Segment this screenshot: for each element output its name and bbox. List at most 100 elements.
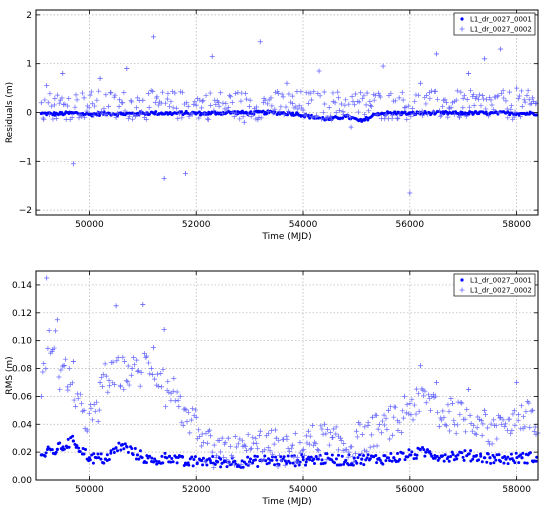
data-point (175, 397, 181, 403)
data-point (408, 113, 414, 119)
data-point (102, 461, 106, 465)
data-point (272, 106, 278, 112)
data-point (129, 99, 135, 105)
data-point (173, 105, 179, 111)
data-point (253, 435, 259, 441)
data-point (248, 114, 254, 120)
data-point (293, 464, 297, 468)
data-point (387, 456, 391, 460)
data-point (109, 111, 115, 117)
data-point (219, 435, 225, 441)
data-point (238, 462, 244, 468)
data-point (391, 404, 397, 410)
data-point (403, 104, 409, 110)
x-tick-label: 58000 (502, 485, 531, 495)
data-point (456, 453, 460, 457)
data-point (44, 451, 48, 455)
data-point (365, 419, 371, 425)
y-tick-label: 1 (26, 60, 32, 70)
data-point (78, 391, 84, 397)
data-point (96, 452, 100, 456)
data-point (266, 431, 272, 437)
data-point (384, 459, 388, 463)
data-point (336, 107, 342, 113)
data-point (125, 445, 129, 449)
data-point (337, 435, 343, 441)
data-point (460, 451, 464, 455)
data-point (301, 453, 307, 459)
data-point (438, 112, 444, 118)
data-point (416, 408, 422, 414)
data-point (253, 104, 259, 110)
data-point (125, 379, 131, 385)
data-point (193, 414, 199, 420)
data-point (345, 454, 351, 460)
data-point (130, 446, 134, 450)
data-point (84, 448, 88, 452)
data-point (50, 116, 56, 122)
data-point (289, 445, 295, 451)
data-point (123, 442, 127, 446)
series-L1_dr_0027_0002 (38, 275, 541, 471)
data-point (451, 417, 457, 423)
data-point (63, 356, 69, 362)
legend-marker-plus (459, 26, 465, 32)
data-point (150, 88, 156, 94)
data-point (70, 161, 76, 167)
data-point (176, 404, 182, 410)
data-point (269, 103, 275, 109)
data-point (99, 452, 103, 456)
data-point (270, 110, 276, 116)
data-point (224, 457, 230, 463)
data-point (62, 101, 68, 107)
data-point (453, 97, 459, 103)
data-point (224, 107, 230, 113)
data-point (519, 453, 523, 457)
data-point (408, 412, 414, 418)
data-point (514, 451, 518, 455)
data-point (301, 458, 305, 462)
data-point (148, 454, 152, 458)
data-point (283, 104, 289, 110)
y-tick-label: 0.10 (12, 337, 32, 347)
data-point (152, 100, 158, 106)
data-point (105, 103, 111, 109)
data-point (91, 461, 95, 465)
data-point (41, 116, 47, 122)
data-point (58, 367, 64, 373)
data-point (146, 360, 152, 366)
data-point (407, 400, 413, 406)
data-point (413, 386, 419, 392)
data-point (274, 455, 278, 459)
data-point (286, 113, 290, 117)
data-point (190, 455, 194, 459)
data-point (337, 453, 340, 457)
data-point (437, 113, 443, 119)
data-point (304, 463, 308, 467)
data-point (492, 461, 496, 465)
data-point (285, 108, 291, 114)
data-point (419, 108, 425, 114)
data-point (116, 104, 122, 110)
data-point (327, 430, 333, 436)
data-point (390, 459, 394, 463)
data-point (374, 111, 380, 117)
data-point (499, 459, 503, 463)
data-point (256, 465, 260, 469)
data-point (285, 462, 289, 466)
data-point (153, 95, 159, 101)
data-point (297, 439, 303, 445)
data-point (115, 355, 121, 361)
data-point (119, 99, 125, 105)
data-point (61, 363, 67, 369)
data-point (483, 96, 489, 102)
data-point (514, 85, 520, 91)
data-point (475, 453, 479, 457)
data-point (114, 358, 120, 364)
data-point (322, 101, 328, 107)
data-point (366, 108, 372, 114)
data-point (232, 462, 238, 468)
data-point (143, 116, 149, 122)
data-point (245, 431, 251, 437)
